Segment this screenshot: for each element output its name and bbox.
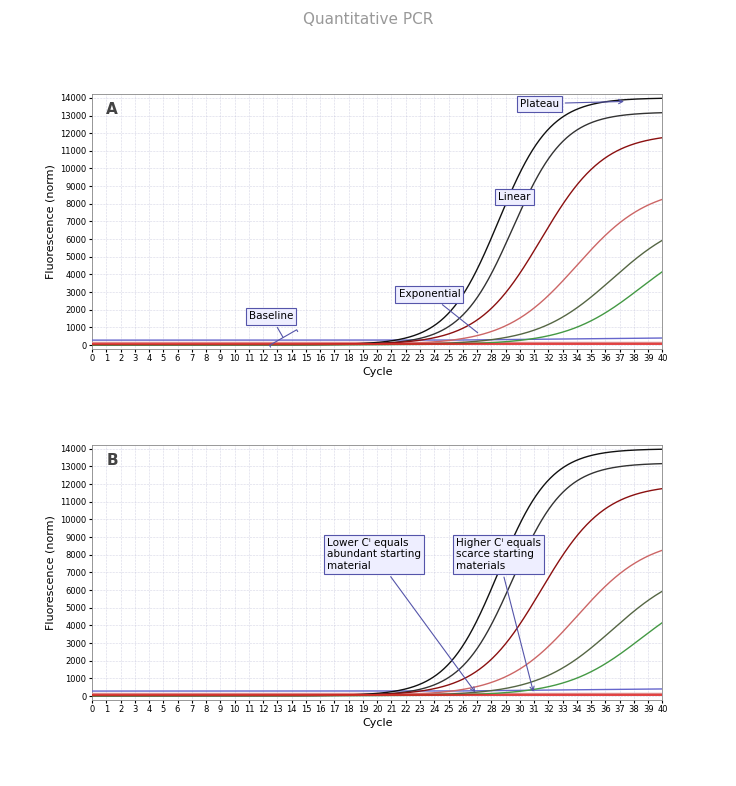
X-axis label: Cycle: Cycle: [362, 718, 392, 729]
Text: Plateau: Plateau: [520, 99, 623, 108]
Y-axis label: Fluorescence (norm): Fluorescence (norm): [46, 515, 56, 630]
Text: Higher Cⁱ equals
scarce starting
materials: Higher Cⁱ equals scarce starting materia…: [456, 538, 541, 691]
Text: Quantitative PCR: Quantitative PCR: [302, 12, 434, 27]
Text: Linear: Linear: [498, 193, 531, 202]
Text: B: B: [106, 453, 118, 468]
Y-axis label: Fluorescence (norm): Fluorescence (norm): [46, 164, 56, 279]
Text: Lower Cⁱ equals
abundant starting
material: Lower Cⁱ equals abundant starting materi…: [328, 538, 475, 692]
Text: Baseline: Baseline: [249, 311, 298, 347]
X-axis label: Cycle: Cycle: [362, 367, 392, 377]
Text: Exponential: Exponential: [399, 289, 478, 332]
Text: A: A: [106, 102, 118, 117]
